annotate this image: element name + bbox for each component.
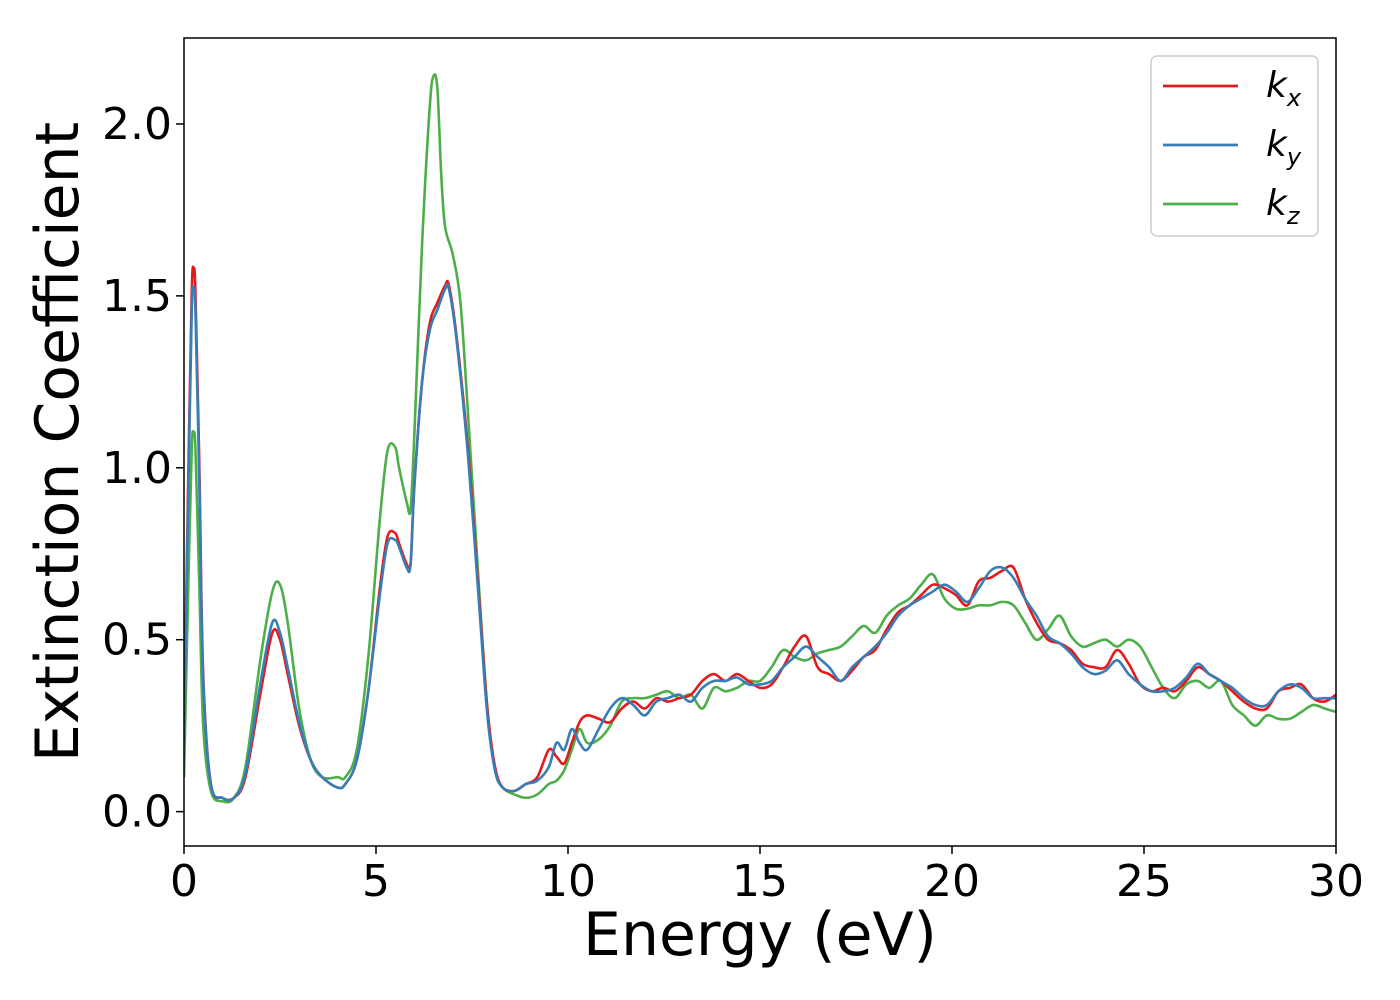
x-tick-label: 0 (170, 856, 198, 907)
series-line-k-z (184, 73, 1336, 804)
y-axis: 0.0 0.5 1.0 1.5 2.0 (102, 99, 184, 838)
plot-background (184, 38, 1336, 846)
x-axis-title: Energy (eV) (583, 900, 937, 970)
x-tick-label: 15 (732, 856, 788, 907)
x-axis: 0 5 10 15 20 25 30 (170, 846, 1364, 907)
legend-label-sub: z (1286, 202, 1301, 230)
legend-label-main: k (1266, 183, 1289, 224)
x-tick-label: 25 (1116, 856, 1172, 907)
legend-label: kx (1266, 65, 1302, 112)
x-tick-label: 10 (540, 856, 596, 907)
legend-label-main: k (1266, 65, 1289, 106)
y-axis-title: Extinction Coefficient (23, 122, 93, 762)
legend-label: ky (1266, 124, 1302, 171)
legend-label: kz (1266, 183, 1301, 230)
y-tick-label: 0.5 (102, 615, 172, 666)
x-tick-label: 30 (1308, 856, 1364, 907)
legend-label-sub: x (1286, 84, 1302, 112)
y-tick-label: 2.0 (102, 99, 172, 150)
legend-label-sub: y (1286, 143, 1302, 171)
x-tick-label: 20 (924, 856, 980, 907)
y-tick-label: 1.5 (102, 271, 172, 322)
y-tick-label: 0.0 (102, 787, 172, 838)
y-tick-label: 1.0 (102, 443, 172, 494)
x-tick-label: 5 (362, 856, 390, 907)
series-line-k-y (184, 283, 1336, 802)
legend-label-main: k (1266, 124, 1289, 165)
series-layer (184, 73, 1336, 804)
